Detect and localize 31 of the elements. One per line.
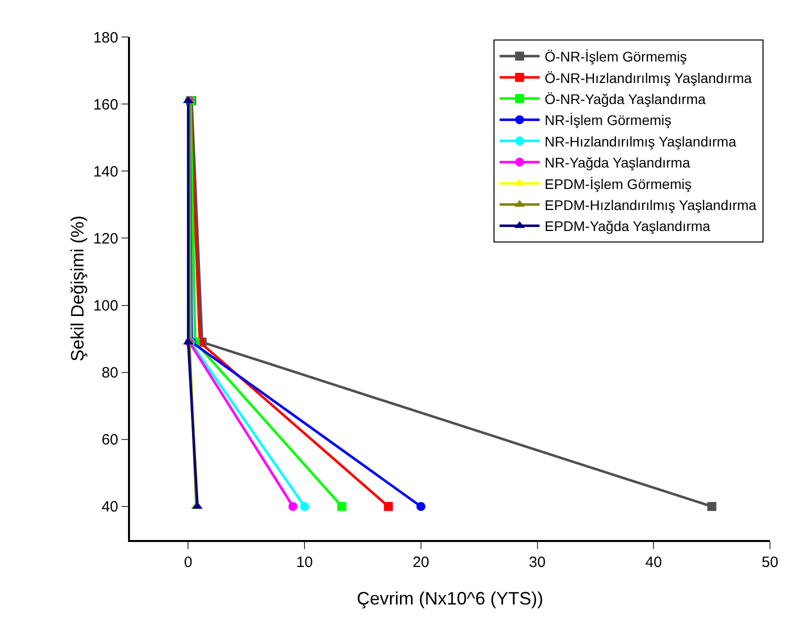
y-tick-label: 40 [102,498,118,516]
legend-label: EPDM-Hızlandırılmış Yaşlandırma [544,196,757,213]
y-tick-label: 160 [93,96,118,114]
legend-label: NR-Yağda Yaşlandırma [544,154,690,171]
legend-label: Ö-NR-Yağda Yaşlandırma [544,90,706,107]
point [300,502,310,511]
legend-label: Ö-NR-İşlem Görmemiş [544,48,687,65]
y-tick-label: 100 [93,298,118,315]
legend-label: EPDM-Yağda Yaşlandırma [544,218,711,234]
x-tick-label: 0 [184,554,192,571]
y-tick-label: 80 [102,364,118,382]
y-tick-label: 60 [102,432,118,449]
y-tick-label: 140 [93,163,118,180]
x-tick-label: 40 [645,554,662,571]
y-axis-title: Şekil Değişimi (%) [68,215,88,362]
point [707,502,716,511]
x-tick-label: 50 [762,554,778,571]
x-tick-label: 20 [412,554,430,571]
legend-label: Ö-NR-Hızlandırılmış Yaşlandırma [544,70,752,86]
x-axis-title: Çevrim (Nx10^6 (YTS)) [356,588,544,608]
point [288,502,298,511]
point [384,502,393,511]
legend-label: NR-İşlem Görmemiş [544,112,672,128]
legend-label: EPDM-İşlem Görmemiş [544,176,692,192]
x-tick-label: 30 [528,554,546,571]
y-tick-label: 120 [93,230,118,248]
legend-label: NR-Hızlandırılmış Yaşlandırma [544,133,736,150]
point [416,502,426,511]
point [337,502,346,511]
y-tick-label: 180 [93,29,118,46]
x-tick-label: 10 [296,554,313,571]
